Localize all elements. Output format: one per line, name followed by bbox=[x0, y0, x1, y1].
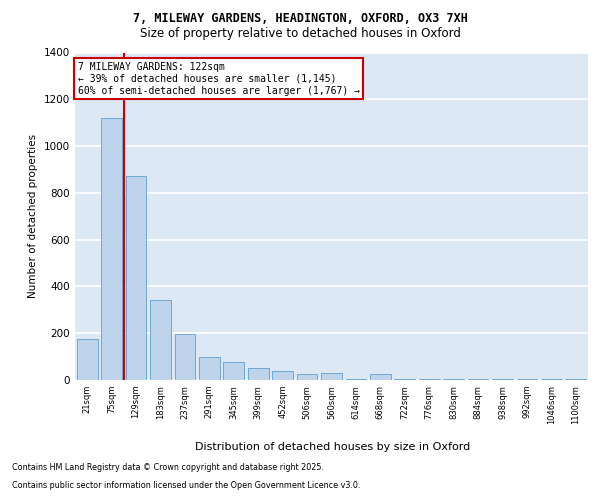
Bar bbox=[223, 362, 244, 380]
Bar bbox=[248, 368, 269, 380]
Bar bbox=[175, 334, 196, 380]
Text: 7 MILEWAY GARDENS: 122sqm
← 39% of detached houses are smaller (1,145)
60% of se: 7 MILEWAY GARDENS: 122sqm ← 39% of detac… bbox=[77, 62, 359, 96]
Bar bbox=[467, 379, 488, 380]
Bar bbox=[492, 379, 513, 380]
Bar bbox=[125, 176, 146, 380]
Bar bbox=[272, 370, 293, 380]
Bar bbox=[419, 379, 440, 380]
Bar bbox=[394, 379, 415, 380]
Text: Size of property relative to detached houses in Oxford: Size of property relative to detached ho… bbox=[140, 28, 460, 40]
Bar bbox=[199, 356, 220, 380]
Bar bbox=[346, 379, 367, 380]
Bar bbox=[321, 373, 342, 380]
Bar bbox=[150, 300, 171, 380]
Bar bbox=[565, 379, 586, 380]
Bar bbox=[77, 339, 98, 380]
Bar bbox=[517, 379, 538, 380]
Bar bbox=[296, 374, 317, 380]
Bar bbox=[101, 118, 122, 380]
Bar bbox=[541, 379, 562, 380]
Bar bbox=[443, 379, 464, 380]
Y-axis label: Number of detached properties: Number of detached properties bbox=[28, 134, 38, 298]
Text: Contains public sector information licensed under the Open Government Licence v3: Contains public sector information licen… bbox=[12, 481, 361, 490]
Text: Contains HM Land Registry data © Crown copyright and database right 2025.: Contains HM Land Registry data © Crown c… bbox=[12, 464, 324, 472]
Bar bbox=[370, 374, 391, 380]
Text: 7, MILEWAY GARDENS, HEADINGTON, OXFORD, OX3 7XH: 7, MILEWAY GARDENS, HEADINGTON, OXFORD, … bbox=[133, 12, 467, 26]
Text: Distribution of detached houses by size in Oxford: Distribution of detached houses by size … bbox=[196, 442, 470, 452]
